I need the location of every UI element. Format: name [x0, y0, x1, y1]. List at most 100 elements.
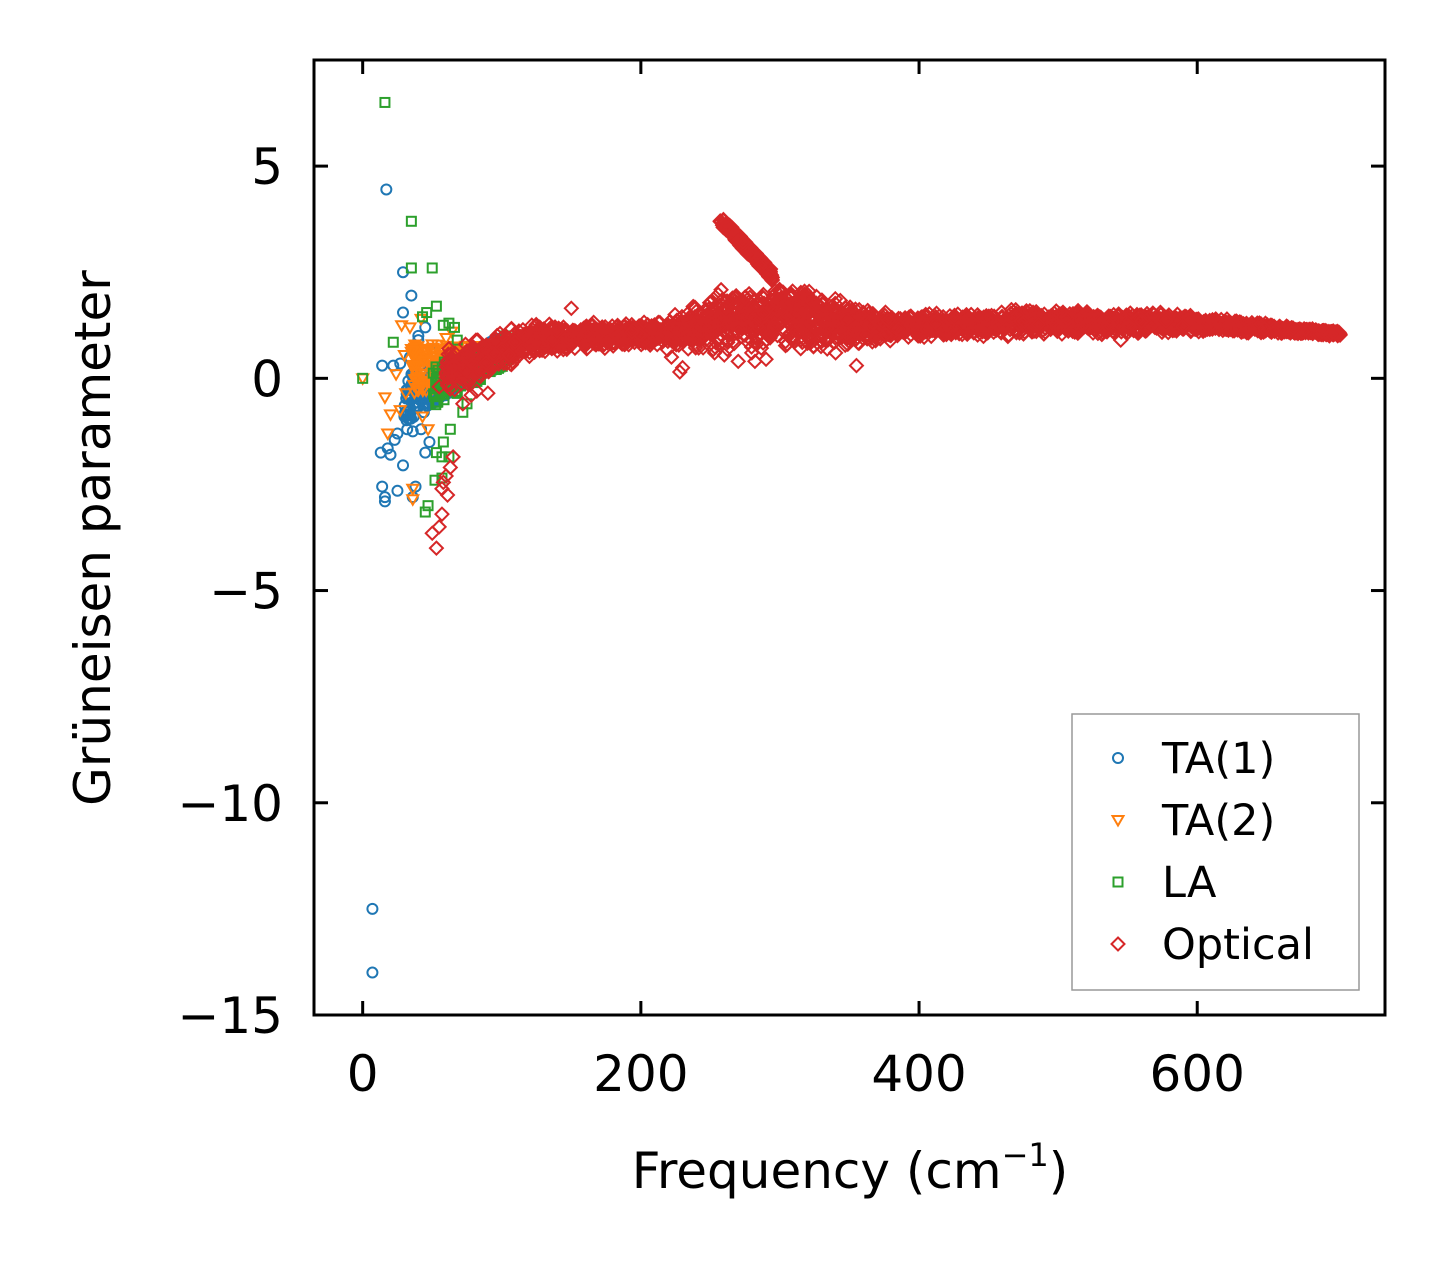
data-point-la — [437, 436, 449, 448]
data-point-optical — [743, 339, 760, 355]
data-point-optical — [791, 324, 808, 340]
data-point-optical — [732, 228, 749, 245]
data-point-optical — [686, 324, 703, 341]
data-point-optical — [943, 324, 960, 341]
y-tick-label: 5 — [251, 138, 283, 196]
data-point-optical — [654, 328, 671, 345]
data-point-optical — [703, 316, 720, 332]
data-point-ta-2 — [408, 360, 423, 374]
data-point-optical — [713, 281, 729, 298]
data-point-optical — [880, 312, 897, 329]
data-point-ta-1 — [376, 359, 389, 372]
data-point-optical — [993, 304, 1010, 321]
data-point-ta-2 — [393, 405, 408, 418]
data-point-optical — [844, 313, 861, 330]
data-point-optical — [754, 289, 771, 306]
data-point-optical — [465, 339, 482, 356]
data-point-optical — [1091, 316, 1108, 333]
data-point-optical — [479, 385, 496, 402]
data-point-optical — [1142, 308, 1158, 325]
data-point-optical — [717, 219, 734, 236]
data-point-optical — [681, 314, 698, 331]
data-point-optical — [506, 334, 523, 351]
data-point-optical — [993, 318, 1010, 335]
legend-marker-ta-2 — [1110, 815, 1126, 828]
data-point-optical — [428, 540, 445, 557]
data-point-optical — [838, 325, 855, 342]
legend: TA(1) TA(2) LA Optical — [1071, 713, 1360, 991]
data-point-optical — [716, 347, 733, 363]
data-point-la — [448, 321, 460, 333]
data-point-optical — [1232, 319, 1249, 336]
data-point-optical — [1016, 313, 1033, 330]
data-point-optical — [531, 336, 548, 353]
data-point-optical — [827, 344, 844, 361]
data-point-ta-1 — [391, 484, 404, 497]
series-layer — [355, 96, 1348, 979]
data-point-optical — [1130, 325, 1147, 341]
data-point-optical — [736, 289, 753, 306]
data-point-optical — [1256, 320, 1273, 337]
data-point-optical — [743, 249, 760, 266]
legend-marker-optical — [1110, 936, 1126, 952]
data-point-optical — [1028, 303, 1045, 320]
data-point-ta-2 — [408, 346, 423, 360]
data-point-optical — [754, 254, 771, 270]
legend-label-ta-2: TA(2) — [1161, 796, 1275, 846]
data-point-optical — [735, 234, 751, 250]
data-point-optical — [877, 326, 894, 343]
data-point-optical — [928, 316, 945, 332]
data-point-la — [422, 500, 434, 512]
data-point-optical — [762, 329, 779, 346]
data-point-optical — [459, 363, 475, 380]
data-point-ta-2 — [420, 424, 436, 437]
data-point-optical — [769, 294, 786, 311]
data-point-optical — [715, 211, 732, 228]
data-point-ta-1 — [397, 459, 410, 472]
data-point-optical — [1121, 318, 1138, 335]
data-point-optical — [468, 383, 485, 399]
data-point-optical — [848, 357, 865, 374]
data-point-optical — [819, 340, 836, 357]
data-point-optical — [1112, 332, 1129, 349]
data-point-la — [461, 398, 473, 410]
data-point-optical — [946, 307, 963, 324]
data-point-optical — [812, 332, 828, 349]
data-point-ta-2 — [394, 320, 409, 333]
data-point-ta-2 — [405, 345, 420, 359]
data-point-ta-1 — [366, 966, 379, 979]
data-point-optical — [735, 312, 751, 329]
data-point-optical — [431, 518, 448, 535]
data-point-optical — [721, 313, 738, 330]
data-point-optical — [1218, 314, 1235, 331]
data-point-optical — [783, 288, 800, 305]
data-point-optical — [537, 323, 554, 340]
data-point-optical — [714, 291, 731, 308]
y-tick-label: −10 — [177, 775, 283, 833]
data-point-optical — [549, 323, 565, 339]
data-point-optical — [829, 304, 845, 321]
data-point-optical — [1185, 316, 1202, 333]
data-point-optical — [839, 311, 855, 328]
data-point-optical — [623, 324, 640, 341]
data-point-optical — [719, 293, 735, 309]
data-point-optical — [805, 310, 822, 327]
data-point-optical — [563, 300, 580, 317]
data-point-optical — [897, 309, 913, 326]
data-point-optical — [918, 321, 935, 337]
data-point-ta-1 — [397, 306, 410, 319]
data-point-la — [405, 215, 417, 227]
data-point-optical — [1276, 320, 1293, 337]
data-point-optical — [463, 387, 480, 404]
data-point-optical — [1195, 323, 1212, 340]
data-point-optical — [730, 353, 747, 370]
x-tick-label: 600 — [1150, 1045, 1245, 1103]
data-point-optical — [1281, 323, 1298, 339]
data-point-optical — [979, 311, 996, 328]
data-point-optical — [1321, 327, 1338, 344]
data-point-optical — [761, 268, 778, 284]
data-point-ta-2 — [424, 339, 440, 352]
data-point-ta-2 — [377, 392, 393, 405]
data-point-optical — [705, 310, 721, 327]
